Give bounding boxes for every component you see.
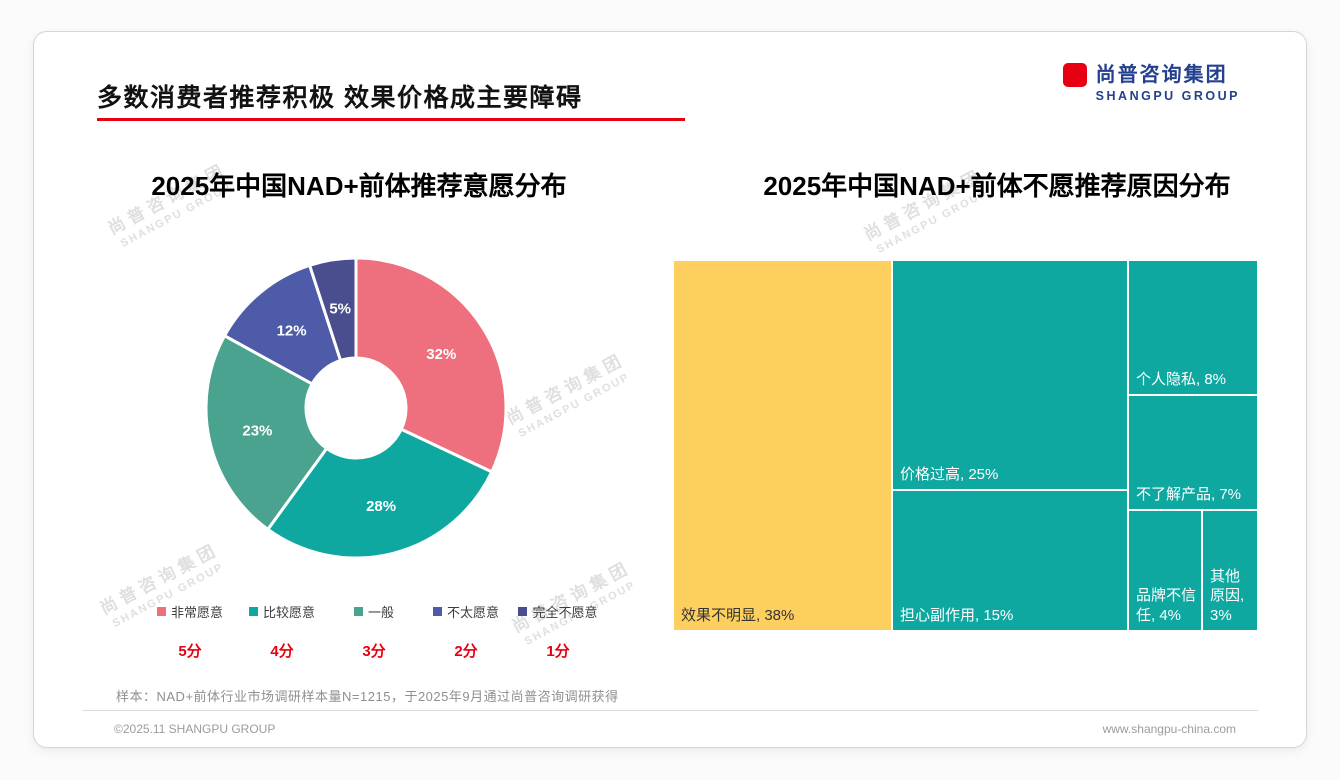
treemap-label: 担心副作用, 15% <box>900 606 1014 624</box>
donut-chart-title: 2025年中国NAD+前体推荐意愿分布 <box>151 171 567 201</box>
watermark-text-cn: 尚普咨询集团 <box>502 349 629 429</box>
legend-item-3: 不太愿意 <box>420 602 512 621</box>
score-label-2: 3分 <box>362 643 386 660</box>
watermark-text-cn: 尚普咨询集团 <box>508 557 635 637</box>
logo-name-cn: 尚普咨询集团 <box>1095 64 1228 86</box>
sample-note: 样本：NAD+前体行业市场调研样本量N=1215，于2025年9月通过尚普咨询调… <box>116 689 619 704</box>
treemap-label: 品牌不信任, 4% <box>1136 587 1197 624</box>
score-label-1: 4分 <box>270 643 294 660</box>
logo-icon <box>1062 63 1087 87</box>
report-card: 尚普咨询集团 SHANGPU GROUP 尚普咨询集团 SHANGPU GROUP 尚普… <box>33 31 1307 748</box>
legend-label: 非常愿意 <box>170 605 223 620</box>
treemap-block-6: 其他原因, 3% <box>1203 511 1257 630</box>
treemap-block-3: 个人隐私, 8% <box>1129 261 1257 394</box>
legend-marker <box>353 607 363 616</box>
treemap-label: 不了解产品, 7% <box>1136 485 1242 503</box>
donut-slice-2 <box>204 334 329 531</box>
pie-legend: 非常愿意 比较愿意 一般 不太愿意 完全不愿意 <box>144 602 604 621</box>
treemap-block-5: 品牌不信任, 4% <box>1129 511 1201 630</box>
donut-value-label: 28% <box>366 498 396 515</box>
legend-label: 不太愿意 <box>446 605 499 620</box>
treemap-block-4: 不了解产品, 7% <box>1129 396 1257 509</box>
legend-item-2: 一般 <box>328 602 420 621</box>
legend-label: 一般 <box>367 605 394 620</box>
treemap-label: 效果不明显, 38% <box>681 606 795 624</box>
footer-copyright: ©2025.11 SHANGPU GROUP <box>114 722 276 736</box>
treemap-block-0: 效果不明显, 38% <box>674 261 891 630</box>
watermark-text-en: SHANGPU GROUP <box>516 370 633 440</box>
legend-marker <box>518 607 528 616</box>
legend-label: 完全不愿意 <box>532 605 598 620</box>
treemap-label: 个人隐私, 8% <box>1136 370 1227 388</box>
treemap-chart: 效果不明显, 38% 价格过高, 25% 担心副作用, 15% 个人隐私, 8% 不了解… <box>674 261 1257 630</box>
donut-value-label: 23% <box>242 422 272 439</box>
treemap-block-1: 价格过高, 25% <box>893 261 1127 489</box>
footer-divider <box>82 710 1258 711</box>
donut-chart: 32% 28% 23% 12% 5% <box>204 256 508 560</box>
treemap-block-2: 担心副作用, 15% <box>893 491 1127 630</box>
donut-slice-1 <box>266 427 494 560</box>
legend-label: 比较愿意 <box>262 605 315 620</box>
legend-item-4: 完全不愿意 <box>512 602 604 621</box>
legend-marker <box>248 607 258 616</box>
score-label-3: 2分 <box>454 643 478 660</box>
donut-value-label: 5% <box>329 300 351 317</box>
treemap-label: 价格过高, 25% <box>900 465 999 483</box>
footer-website: www.shangpu-china.com <box>1102 722 1236 736</box>
donut-slice-3 <box>223 263 343 386</box>
legend-item-1: 比较愿意 <box>236 602 328 621</box>
treemap-label: 其他原因, 3% <box>1210 567 1245 624</box>
score-label-4: 1分 <box>546 643 570 660</box>
score-label-0: 5分 <box>178 643 202 660</box>
donut-slice-0 <box>354 256 508 474</box>
donut-value-label: 12% <box>277 322 307 339</box>
donut-value-label: 32% <box>426 346 456 363</box>
legend-marker <box>432 607 442 616</box>
page-title: 多数消费者推荐积极 效果价格成主要障碍 <box>97 84 583 112</box>
legend-item-0: 非常愿意 <box>144 602 236 621</box>
watermark: 尚普咨询集团 SHANGPU GROUP <box>501 345 636 441</box>
score-labels: 5分 4分 3分 2分 1分 <box>144 640 604 661</box>
logo-name-en: SHANGPU GROUP <box>1095 89 1240 103</box>
title-underline <box>97 118 685 121</box>
legend-marker <box>156 607 166 616</box>
treemap-chart-title: 2025年中国NAD+前体不愿推荐原因分布 <box>763 171 1231 201</box>
logo-text: 尚普咨询集团 SHANGPU GROUP <box>1096 58 1240 103</box>
company-logo: 尚普咨询集团 SHANGPU GROUP <box>1062 58 1240 103</box>
donut-slice-4 <box>308 256 358 362</box>
